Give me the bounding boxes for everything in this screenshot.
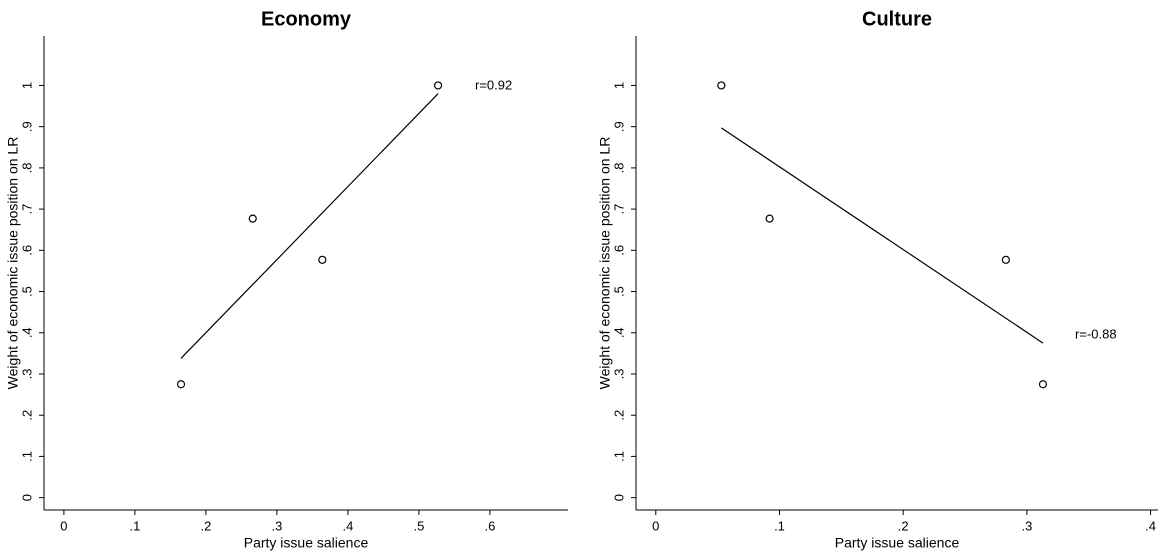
data-point	[176, 380, 186, 389]
y-tick-label: .2	[611, 410, 626, 421]
y-axis-label: Weight of economic issue position on LR	[5, 137, 21, 390]
y-tick-label: .8	[19, 162, 34, 173]
y-tick-label: 0	[19, 494, 34, 501]
x-tick-label: .1	[774, 518, 785, 533]
y-axis-label: Weight of economic issue position on LR	[597, 137, 613, 390]
x-tick-label: .6	[484, 518, 495, 533]
y-tick-label: .5	[19, 286, 34, 297]
y-tick-label: .4	[19, 327, 34, 338]
x-axis-label: Party issue salience	[835, 535, 960, 551]
x-tick-label: 0	[652, 518, 659, 533]
x-tick-label: 0	[60, 518, 67, 533]
annotation: r=0.92	[475, 77, 512, 92]
y-tick-label: .6	[611, 245, 626, 256]
y-tick-label: .9	[19, 121, 34, 132]
x-axis-label: Party issue salience	[244, 535, 369, 551]
y-tick-label: .4	[611, 327, 626, 338]
y-tick-label: .2	[19, 410, 34, 421]
x-tick-label: .3	[271, 518, 282, 533]
annotation: r=-0.88	[1075, 326, 1117, 341]
x-tick-label: .1	[129, 518, 140, 533]
fit-line	[721, 127, 1044, 344]
y-tick-label: .3	[19, 369, 34, 380]
y-tick-label: .7	[611, 204, 626, 215]
y-tick-label: .6	[19, 245, 34, 256]
y-tick-label: .9	[611, 121, 626, 132]
y-tick-label: 0	[611, 494, 626, 501]
y-tick-label: .3	[611, 369, 626, 380]
data-point	[1001, 255, 1010, 264]
y-tick-label: .1	[611, 451, 626, 462]
x-tick-label: .4	[342, 518, 353, 533]
x-tick-label: .3	[1021, 518, 1032, 533]
chart-title: Culture	[862, 8, 932, 30]
data-point	[318, 255, 327, 264]
data-point	[717, 81, 726, 90]
y-tick-label: 1	[19, 82, 34, 89]
y-tick-label: .5	[611, 286, 626, 297]
data-point	[1038, 380, 1048, 389]
x-tick-label: .2	[200, 518, 211, 533]
y-tick-label: .1	[19, 451, 34, 462]
data-point	[248, 214, 257, 223]
y-tick-label: .8	[611, 162, 626, 173]
x-tick-label: .5	[413, 518, 424, 533]
chart-title: Economy	[261, 8, 352, 30]
y-tick-label: .7	[19, 204, 34, 215]
y-tick-label: 1	[611, 82, 626, 89]
fit-line	[180, 93, 439, 359]
x-tick-label: .2	[898, 518, 909, 533]
data-point	[765, 214, 774, 223]
x-tick-label: .4	[1145, 518, 1156, 533]
data-point	[433, 81, 443, 90]
